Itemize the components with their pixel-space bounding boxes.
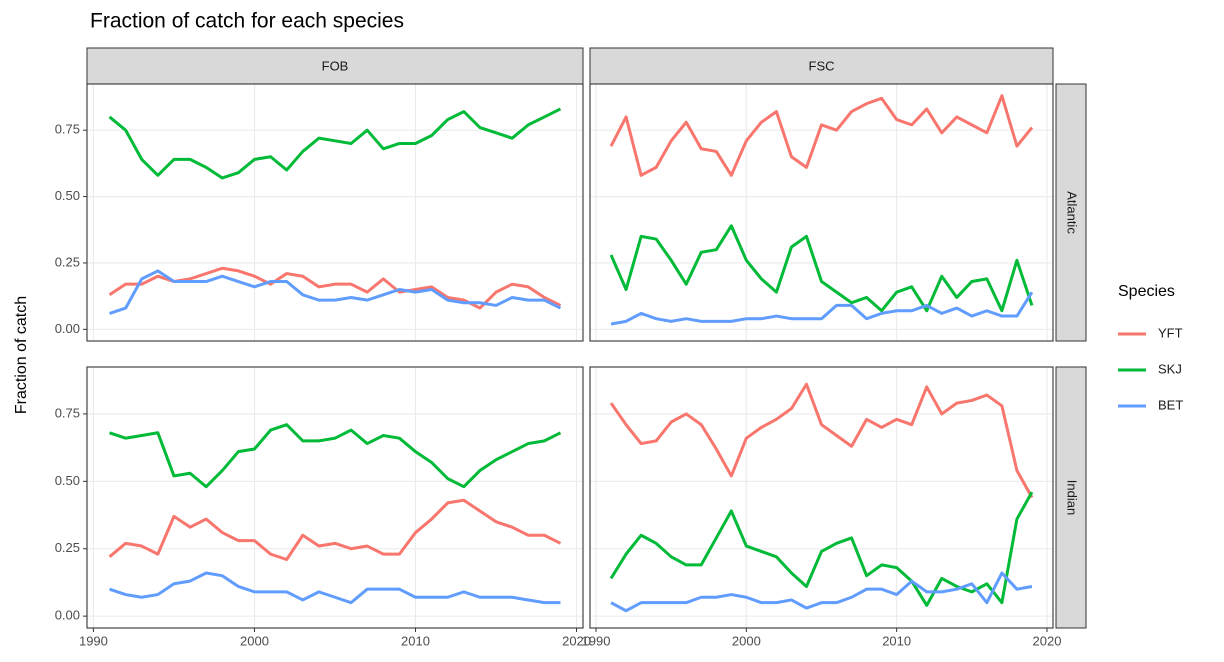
panel-border: [589, 83, 1054, 342]
x-tick-label: 2020: [562, 633, 591, 648]
legend-label: YFT: [1158, 325, 1183, 340]
panel-border: [589, 366, 1054, 629]
y-tick-label: 0.50: [55, 473, 80, 488]
y-tick-label: 0.75: [55, 122, 80, 137]
legend-label: BET: [1158, 397, 1183, 412]
strip: [589, 47, 1054, 85]
y-tick-label: 0.00: [55, 321, 80, 336]
x-tick-label: 1990: [582, 633, 611, 648]
series-line: [109, 571, 561, 605]
series-line: [108, 498, 562, 562]
series-line: [109, 423, 562, 489]
series-line: [610, 291, 1034, 326]
series-line: [609, 382, 1034, 499]
legend-label: SKJ: [1158, 361, 1182, 376]
series-line: [610, 571, 1033, 613]
x-tick-label: 2010: [882, 633, 911, 648]
x-tick-label: 2010: [401, 633, 430, 648]
strip-label: Indian: [1065, 480, 1080, 515]
series-line: [109, 269, 562, 315]
x-tick-label: 2020: [1033, 633, 1062, 648]
series-line: [108, 107, 562, 180]
panel-border: [86, 366, 584, 629]
y-tick-label: 0.75: [55, 405, 80, 420]
strip-label: FSC: [809, 58, 835, 73]
y-tick-label: 0.25: [55, 254, 80, 269]
strip: [1055, 83, 1087, 342]
y-tick-label: 0.50: [55, 188, 80, 203]
strip: [86, 47, 584, 85]
panel-border: [86, 83, 584, 342]
y-axis-label: Fraction of catch: [13, 296, 30, 414]
y-tick-label: 0.25: [55, 540, 80, 555]
series-line: [108, 266, 562, 310]
strip-label: Atlantic: [1065, 191, 1080, 234]
strip-label: FOB: [322, 58, 349, 73]
x-tick-label: 2000: [732, 633, 761, 648]
series-line: [609, 94, 1034, 177]
x-tick-label: 2000: [240, 633, 269, 648]
strip: [1055, 366, 1087, 629]
series-line: [609, 224, 1034, 313]
chart-title: Fraction of catch for each species: [90, 10, 404, 33]
legend-title: Species: [1118, 283, 1175, 300]
y-tick-label: 0.00: [55, 608, 80, 623]
x-tick-label: 1990: [79, 633, 108, 648]
